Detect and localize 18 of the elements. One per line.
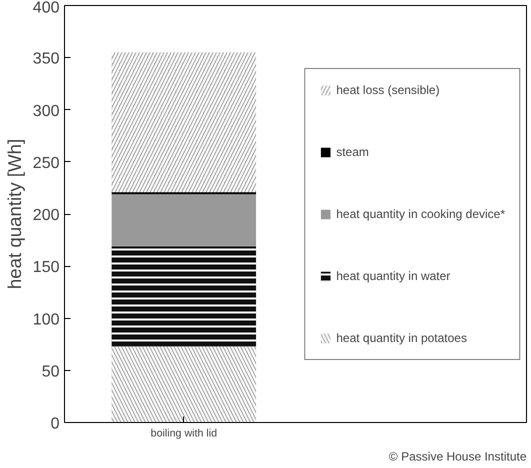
y-tick-label: 150: [32, 259, 60, 276]
legend-label: steam: [336, 144, 369, 158]
legend-label: heat quantity in potatoes: [336, 330, 467, 344]
y-tick-label: 0: [50, 416, 60, 432]
text: © Passive House Institute: [388, 450, 527, 464]
legend-label: heat quantity in cooking device*: [336, 206, 505, 220]
x-tick-label: boiling with lid: [150, 428, 218, 440]
legend-label: heat quantity in water: [336, 268, 450, 282]
y-tick-label: 100: [32, 311, 60, 328]
y-tick-label: 350: [32, 50, 60, 68]
legend-label: heat loss (sensible): [336, 82, 440, 96]
y-tick-label: 50: [42, 363, 60, 380]
y-tick-label: 300: [32, 102, 60, 120]
y-axis-title: heat quantity [Wh]: [4, 138, 25, 290]
bar: [112, 194, 256, 246]
y-tick-label: 250: [32, 154, 60, 172]
y-tick-label: 200: [32, 207, 60, 224]
y-tick-label: 400: [32, 0, 60, 16]
